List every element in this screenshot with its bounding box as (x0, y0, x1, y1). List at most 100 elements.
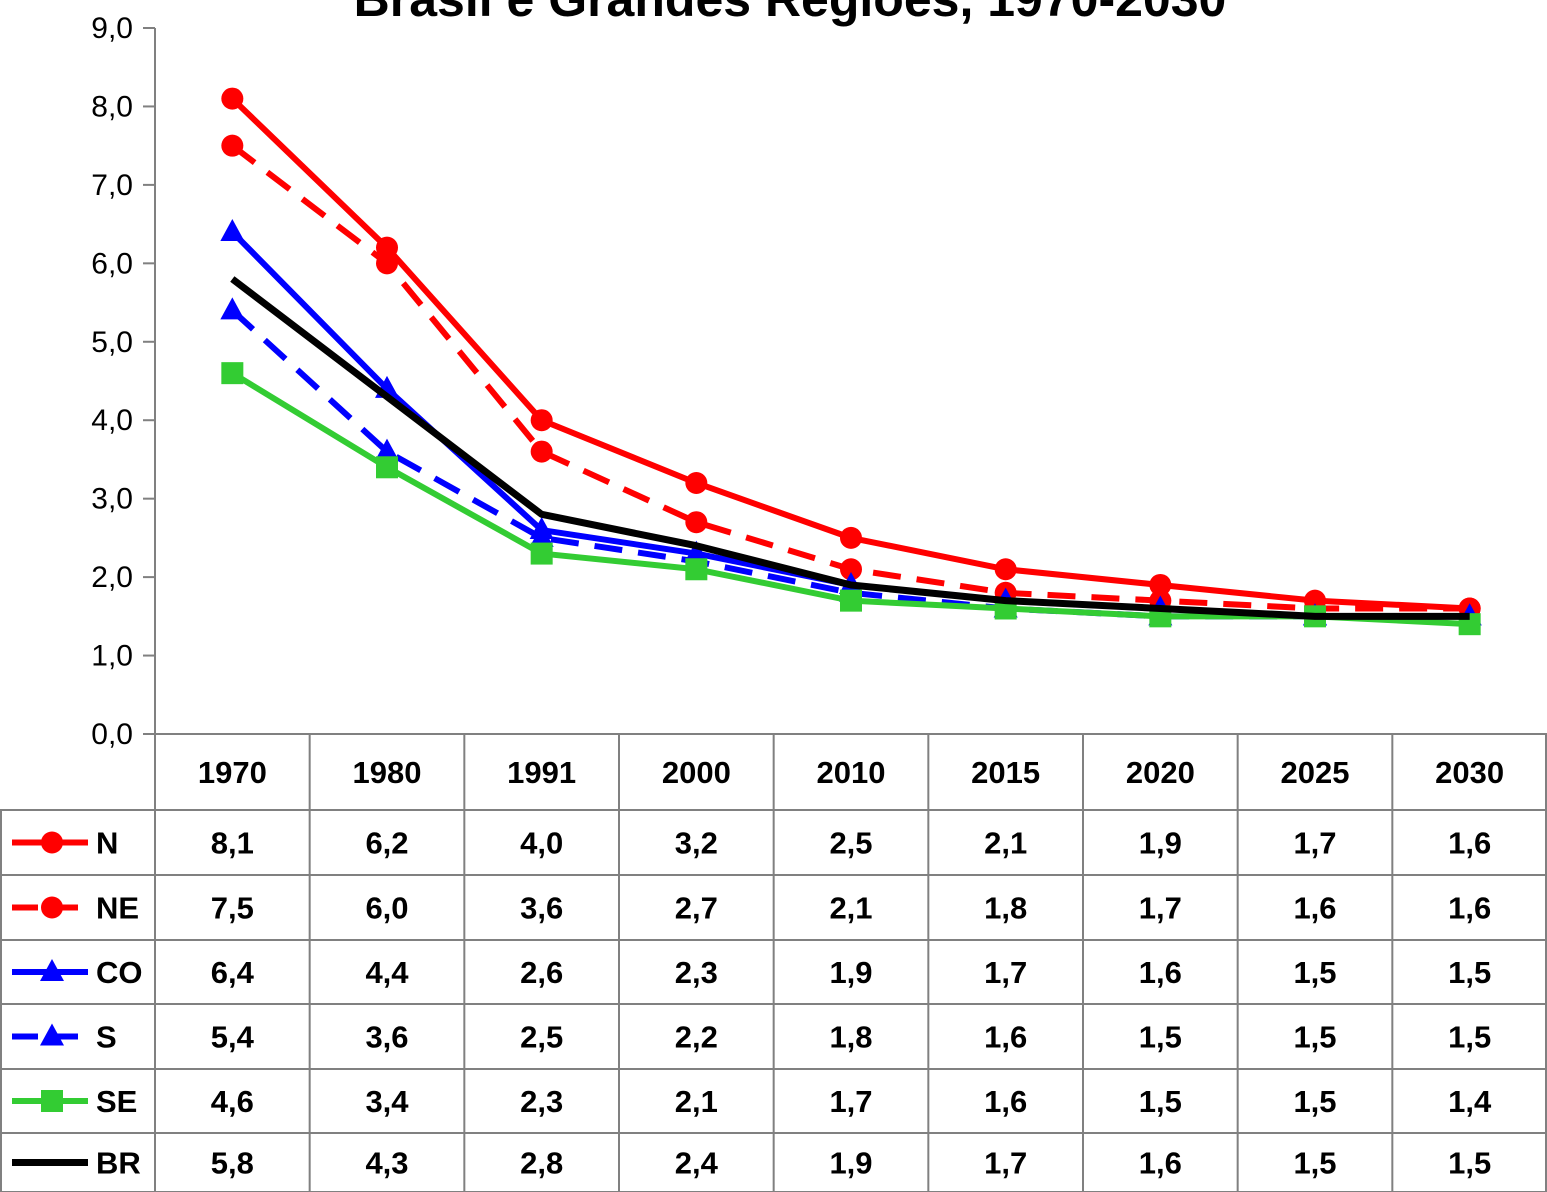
value-label: 4,4 (365, 955, 409, 990)
value-label: 1,6 (1293, 891, 1336, 926)
value-label: 2,6 (520, 955, 563, 990)
value-label: 1,5 (1448, 955, 1491, 990)
value-label: 6,0 (365, 891, 408, 926)
data-point (221, 134, 244, 157)
legend-label: NE (96, 891, 139, 926)
x-tick-label: 2020 (1126, 755, 1195, 790)
value-label: 1,8 (984, 891, 1027, 926)
value-label: 4,6 (211, 1084, 254, 1119)
legend-marker (40, 959, 64, 981)
x-tick-label: 1991 (507, 755, 576, 790)
value-label: 2,1 (675, 1084, 718, 1119)
x-tick-label: 2030 (1435, 755, 1504, 790)
legend-marker (41, 896, 63, 919)
data-point (220, 297, 245, 320)
legend-label: S (96, 1020, 117, 1055)
value-label: 1,5 (1293, 955, 1336, 990)
value-label: 6,2 (365, 826, 408, 861)
value-label: 3,6 (365, 1020, 408, 1055)
legend-marker (41, 1090, 63, 1112)
y-tick-label: 2,0 (91, 561, 133, 594)
value-label: 1,9 (829, 955, 872, 990)
data-point (376, 252, 398, 275)
data-point (840, 558, 862, 581)
value-label: 1,6 (1139, 1146, 1182, 1181)
value-label: 1,5 (1448, 1020, 1491, 1055)
value-label: 2,4 (675, 1146, 719, 1181)
value-label: 2,3 (520, 1084, 563, 1119)
value-label: 1,6 (1139, 955, 1182, 990)
y-tick-label: 1,0 (91, 640, 133, 673)
y-tick-label: 6,0 (91, 247, 133, 280)
value-label: 2,5 (520, 1020, 563, 1055)
value-label: 3,4 (365, 1084, 409, 1119)
value-label: 1,4 (1448, 1084, 1492, 1119)
data-point (994, 558, 1017, 581)
y-tick-label: 7,0 (91, 169, 133, 202)
value-label: 2,5 (829, 826, 872, 861)
value-label: 3,6 (520, 891, 563, 926)
legend-marker (41, 831, 63, 854)
data-point (530, 542, 553, 565)
data-point (376, 456, 398, 479)
value-label: 1,7 (984, 955, 1027, 990)
data-point (530, 440, 553, 463)
x-tick-label: 2025 (1281, 755, 1350, 790)
data-point (220, 218, 245, 241)
value-label: 1,6 (1448, 891, 1491, 926)
value-label: 1,8 (829, 1020, 872, 1055)
value-label: 1,5 (1293, 1084, 1336, 1119)
value-label: 2,8 (520, 1146, 563, 1181)
value-label: 2,2 (675, 1020, 718, 1055)
y-tick-label: 4,0 (91, 404, 133, 437)
value-label: 2,1 (984, 826, 1027, 861)
y-tick-label: 9,0 (91, 12, 133, 45)
value-label: 6,4 (211, 955, 255, 990)
x-tick-label: 2015 (971, 755, 1040, 790)
data-point (376, 236, 398, 259)
value-label: 2,7 (675, 891, 718, 926)
data-point (840, 589, 862, 612)
data-point (685, 511, 708, 534)
value-label: 1,5 (1293, 1146, 1336, 1181)
value-label: 1,5 (1139, 1020, 1182, 1055)
value-label: 2,1 (829, 891, 872, 926)
legend-label: CO (96, 955, 143, 990)
value-label: 1,5 (1448, 1146, 1491, 1181)
value-label: 1,6 (984, 1020, 1027, 1055)
x-tick-label: 2000 (662, 755, 731, 790)
x-tick-label: 2010 (817, 755, 886, 790)
value-label: 5,8 (211, 1146, 254, 1181)
y-tick-label: 8,0 (91, 90, 133, 123)
value-label: 1,5 (1139, 1084, 1182, 1119)
y-tick-label: 3,0 (91, 483, 133, 516)
x-tick-label: 1970 (198, 755, 267, 790)
value-label: 1,9 (1139, 826, 1182, 861)
legend-marker (40, 1023, 64, 1046)
value-label: 1,9 (829, 1146, 872, 1181)
chart-title: Brasil e Grandes Regiões, 1970-2030 (354, 0, 1227, 27)
series-line (230, 276, 1470, 620)
value-label: 1,7 (829, 1084, 872, 1119)
data-point (529, 524, 554, 547)
data-point (840, 526, 862, 549)
value-label: 4,0 (520, 826, 563, 861)
data-point (221, 87, 244, 110)
value-label: 1,7 (984, 1146, 1027, 1181)
value-label: 1,6 (1448, 826, 1491, 861)
value-label: 1,7 (1293, 826, 1336, 861)
value-label: 5,4 (211, 1020, 255, 1055)
value-label: 3,2 (675, 826, 718, 861)
value-label: 1,6 (984, 1084, 1027, 1119)
y-tick-label: 5,0 (91, 326, 133, 359)
legend-label: SE (96, 1084, 137, 1119)
value-label: 2,3 (675, 955, 718, 990)
data-point (375, 438, 399, 461)
data-point (530, 409, 553, 432)
value-label: 4,3 (365, 1146, 408, 1181)
legend-label: BR (96, 1146, 141, 1181)
data-point (221, 362, 244, 385)
value-label: 8,1 (211, 826, 254, 861)
